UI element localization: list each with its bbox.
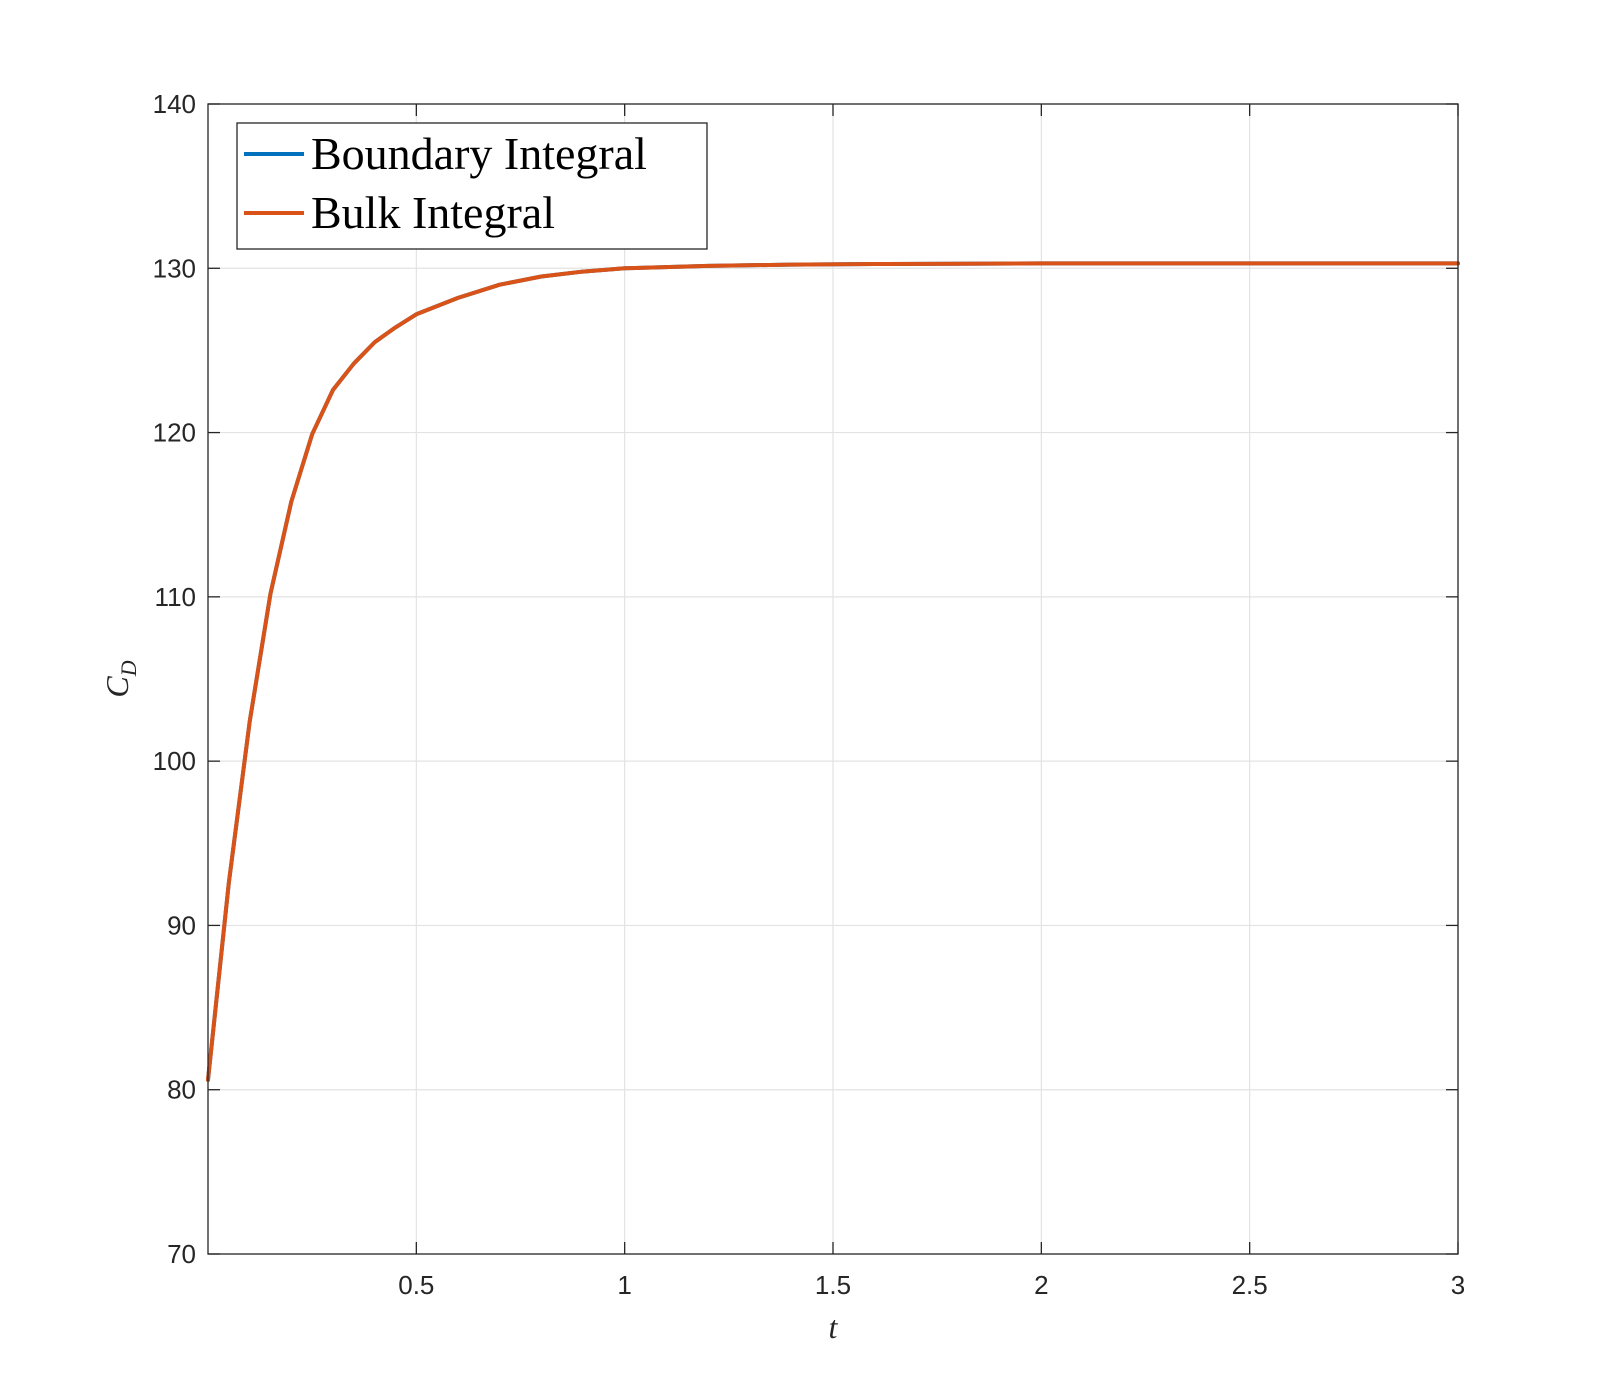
y-tick-label: 110 <box>155 582 196 612</box>
y-tick-label: 70 <box>167 1239 196 1269</box>
x-axis-label: t <box>829 1309 839 1345</box>
y-axis-label: CD <box>99 660 141 697</box>
y-axis-label-subscript: D <box>116 660 141 677</box>
legend-label-boundary-integral: Boundary Integral <box>311 128 647 179</box>
y-tick-label: 80 <box>167 1075 196 1105</box>
x-tick-label: 0.5 <box>398 1270 434 1300</box>
x-tick-label: 2 <box>1034 1270 1048 1300</box>
y-tick-label: 130 <box>153 253 196 283</box>
legend-box <box>236 122 708 250</box>
y-tick-label: 90 <box>167 910 196 940</box>
legend-label-bulk-integral: Bulk Integral <box>311 187 555 238</box>
legend: Boundary Integral Bulk Integral <box>236 122 708 250</box>
x-tick-label: 1.5 <box>815 1270 851 1300</box>
y-tick-label: 120 <box>153 418 196 448</box>
series-line-bulk-integral <box>206 261 1460 1082</box>
series-layer <box>206 261 1460 1082</box>
x-tick-label: 2.5 <box>1232 1270 1268 1300</box>
grid-lines <box>208 103 1459 1255</box>
x-tick-label: 3 <box>1451 1270 1465 1300</box>
y-axis-label-main: C <box>99 676 135 698</box>
x-tick-label: 1 <box>617 1270 631 1300</box>
y-tick-label: 100 <box>153 746 196 776</box>
y-tick-label: 140 <box>153 89 196 119</box>
tick-labels: 0.5 1 1.5 2 2.5 3 70 80 90 100 110 120 130 140 <box>153 89 1466 1300</box>
tick-marks <box>208 103 1459 1255</box>
